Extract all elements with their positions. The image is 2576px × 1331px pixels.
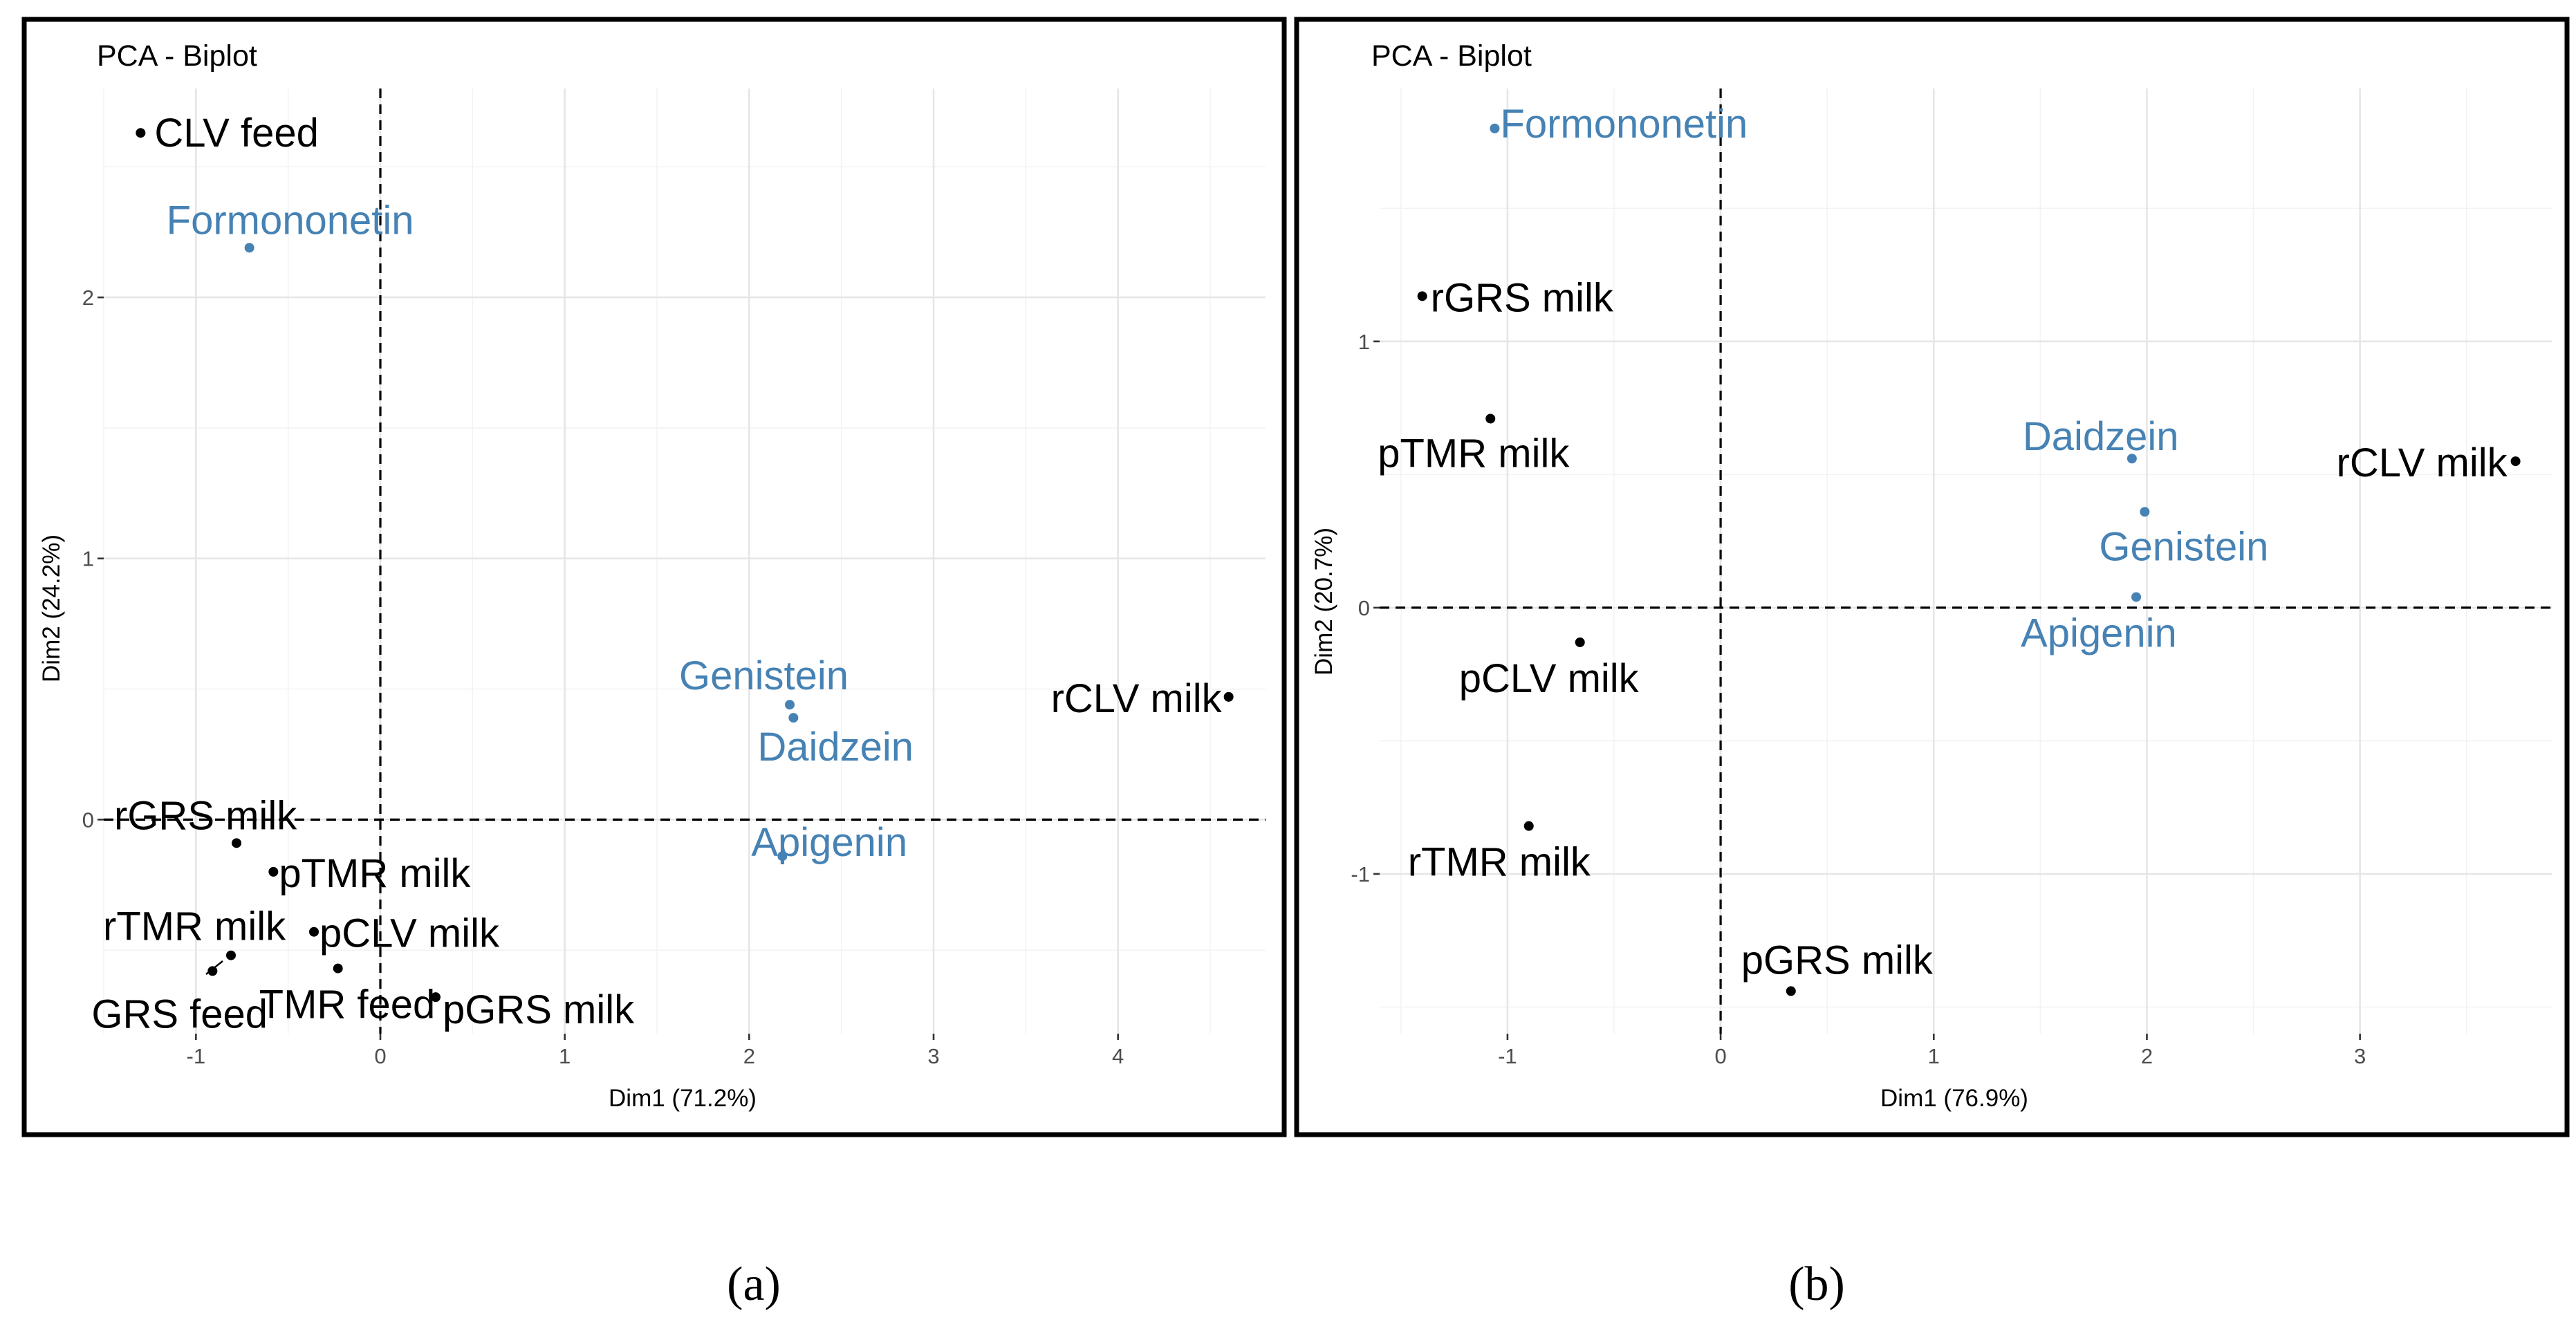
point-formononetin — [244, 243, 254, 253]
label-tmr-feed: TMR feed — [259, 983, 436, 1027]
panel-a-zero-lines — [104, 89, 1266, 1034]
label-daidzein: Daidzein — [757, 725, 914, 770]
label-apigenin: Apigenin — [751, 820, 907, 865]
point-rgrs-milk — [1417, 291, 1427, 301]
panel-b-ticks: -1 0 1 2 3 -1 0 1 — [1351, 330, 2366, 1068]
y-tick-label: 0 — [1358, 596, 1370, 620]
point-rclv-milk — [2510, 456, 2521, 467]
y-tick-label: 1 — [1358, 330, 1370, 354]
point-daidzein — [788, 713, 799, 723]
panel-a-grid — [103, 89, 1266, 1034]
x-tick-label: 1 — [559, 1044, 571, 1068]
panel-b-point-labels: rGRS milk pTMR milk pCLV milk rTMR milk pGRS… — [1378, 102, 2508, 983]
point-formononetin — [1490, 123, 1500, 133]
panel-b-zero-lines — [1380, 89, 2552, 1034]
point-tmr-feed — [333, 963, 343, 974]
label-rtmr-milk: rTMR milk — [1408, 840, 1591, 885]
label-pclv-milk: pCLV milk — [1459, 656, 1640, 701]
panel-a-frame — [21, 17, 1287, 1137]
panel-b-x-axis-title: Dim1 (76.9%) — [1880, 1085, 2028, 1112]
y-tick-label: 2 — [82, 286, 94, 310]
point-rgrs-milk — [232, 838, 241, 848]
label-pgrs-milk: pGRS milk — [1741, 938, 1934, 983]
panel-b-points — [1417, 123, 2521, 996]
y-tick-label: -1 — [1351, 862, 1370, 886]
label-ptmr-milk: pTMR milk — [279, 851, 471, 896]
label-rclv-milk: rCLV milk — [1051, 676, 1223, 721]
panel-a-points — [136, 128, 1234, 1003]
point-apigenin — [777, 851, 788, 862]
panel-a-caption: (a) — [727, 1258, 781, 1311]
point-pclv-milk — [309, 927, 319, 937]
panel-b: PCA - Biplot -1 0 1 2 3 -1 0 1 Dim1 (76.9%) Dim… — [1294, 17, 2570, 1137]
panel-a-y-axis-title: Dim2 (24.2%) — [38, 534, 65, 682]
x-tick-label: 0 — [374, 1044, 386, 1068]
y-tick-label: 0 — [82, 808, 94, 832]
x-tick-label: -1 — [1498, 1044, 1517, 1068]
label-pclv-milk: pCLV milk — [319, 911, 500, 956]
y-tick-label: 1 — [82, 547, 94, 571]
x-tick-label: 4 — [1112, 1044, 1124, 1068]
panel-a-title: PCA - Biplot — [97, 39, 257, 73]
x-tick-label: 1 — [1928, 1044, 1940, 1068]
point-genistein — [785, 700, 795, 710]
point-clv-feed — [136, 128, 146, 138]
panel-b-grid — [1380, 89, 2552, 1034]
label-clv-feed: CLV feed — [154, 111, 319, 156]
point-daidzein — [2126, 454, 2137, 464]
panel-a-ticks: -1 0 1 2 3 4 0 1 2 — [82, 286, 1124, 1068]
point-rtmr-milk — [226, 950, 236, 960]
point-ptmr-milk — [1485, 413, 1496, 424]
panel-b-frame — [1294, 17, 2570, 1137]
point-ptmr-milk — [268, 866, 279, 877]
point-genistein — [2140, 507, 2150, 517]
panel-b-y-axis-title: Dim2 (20.7%) — [1310, 528, 1337, 676]
point-pgrs-milk — [1786, 986, 1796, 996]
x-tick-label: 3 — [2354, 1044, 2366, 1068]
label-rgrs-milk: rGRS milk — [1431, 275, 1614, 320]
label-rgrs-milk: rGRS milk — [114, 793, 297, 838]
label-formononetin: Formononetin — [167, 198, 414, 243]
point-apigenin — [2131, 592, 2142, 602]
label-daidzein: Daidzein — [2023, 414, 2179, 459]
label-rtmr-milk: rTMR milk — [103, 904, 286, 949]
x-tick-label: -1 — [187, 1044, 206, 1068]
label-apigenin: Apigenin — [2021, 611, 2177, 655]
x-tick-label: 2 — [2141, 1044, 2153, 1068]
point-pgrs-milk — [431, 992, 441, 1003]
panel-a-point-labels: CLV feed rGRS milk pTMR milk rTMR milk pCLV … — [91, 111, 1222, 1036]
label-genistein: Genistein — [679, 653, 849, 698]
label-grs-feed: GRS feed — [91, 992, 268, 1036]
label-pgrs-milk: pGRS milk — [443, 987, 635, 1032]
x-tick-label: 0 — [1714, 1044, 1726, 1068]
label-formononetin: Formononetin — [1500, 102, 1748, 147]
panel-b-title: PCA - Biplot — [1371, 39, 1532, 73]
point-pclv-milk — [1575, 637, 1585, 647]
label-genistein: Genistein — [2099, 524, 2268, 569]
panel-a: PCA - Biplot -1 0 1 2 3 4 0 1 2 Dim1 (71.2%) Dim… — [21, 17, 1287, 1137]
x-tick-label: 3 — [927, 1044, 939, 1068]
label-rclv-milk: rCLV milk — [2337, 440, 2508, 485]
panel-b-caption: (b) — [1788, 1258, 1845, 1311]
label-ptmr-milk: pTMR milk — [1378, 431, 1570, 476]
panel-a-x-axis-title: Dim1 (71.2%) — [609, 1085, 757, 1112]
point-grs-feed — [207, 966, 218, 976]
x-tick-label: 2 — [743, 1044, 755, 1068]
point-rtmr-milk — [1523, 821, 1534, 831]
point-rclv-milk — [1223, 691, 1234, 702]
